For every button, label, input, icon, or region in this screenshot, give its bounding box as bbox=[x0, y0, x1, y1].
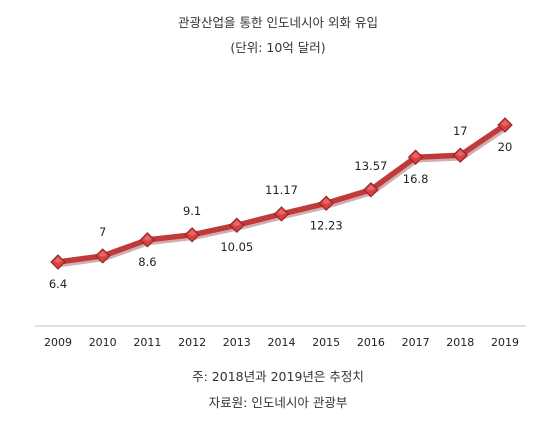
data-point-marker bbox=[229, 217, 245, 233]
x-tick-label: 2019 bbox=[491, 336, 519, 349]
data-point-highlight bbox=[456, 150, 465, 157]
data-label: 17 bbox=[453, 124, 468, 138]
x-tick-label: 2009 bbox=[44, 336, 72, 349]
data-point-highlight bbox=[98, 250, 107, 257]
estimate-note: 주: 2018년과 2019년은 추정치 bbox=[192, 369, 364, 384]
data-point-highlight bbox=[322, 198, 331, 205]
data-point-highlight bbox=[54, 257, 62, 263]
data-point-marker bbox=[452, 147, 469, 163]
data-point-marker bbox=[318, 195, 334, 211]
x-tick-label: 2014 bbox=[268, 336, 296, 349]
data-point-marker bbox=[497, 117, 513, 133]
data-label: 9.1 bbox=[183, 204, 201, 218]
data-point-highlight bbox=[277, 208, 286, 215]
data-point-highlight bbox=[501, 120, 509, 126]
data-label: 11.17 bbox=[265, 183, 298, 197]
data-point-highlight bbox=[232, 220, 241, 227]
data-label: 16.8 bbox=[403, 172, 429, 186]
data-point-marker bbox=[407, 149, 424, 165]
chart-title: 관광산업을 통한 인도네시아 외화 유입 bbox=[178, 15, 378, 30]
x-tick-label: 2011 bbox=[133, 336, 161, 349]
data-point-highlight bbox=[366, 184, 375, 191]
data-label: 12.23 bbox=[310, 218, 343, 232]
data-point-marker bbox=[363, 182, 379, 198]
data-point-marker bbox=[139, 232, 156, 248]
x-tick-label: 2016 bbox=[357, 336, 385, 349]
x-tick-label: 2013 bbox=[223, 336, 251, 349]
data-label: 7 bbox=[99, 225, 106, 239]
source-note: 자료원: 인도네시아 관광부 bbox=[208, 395, 348, 410]
data-label: 8.6 bbox=[138, 255, 156, 269]
data-label: 13.57 bbox=[354, 159, 387, 173]
x-tick-label: 2018 bbox=[446, 336, 474, 349]
data-point-highlight bbox=[411, 152, 420, 159]
data-label: 6.4 bbox=[49, 277, 67, 291]
data-label: 20 bbox=[498, 140, 513, 154]
x-tick-label: 2015 bbox=[312, 336, 340, 349]
data-point-marker bbox=[94, 248, 111, 264]
data-point-marker bbox=[50, 254, 66, 270]
data-label: 10.05 bbox=[220, 240, 253, 254]
chart-subtitle: (단위: 10억 달러) bbox=[230, 40, 326, 55]
data-point-highlight bbox=[188, 229, 197, 236]
x-tick-label: 2010 bbox=[89, 336, 117, 349]
data-point-marker bbox=[273, 206, 290, 222]
x-tick-label: 2012 bbox=[178, 336, 206, 349]
data-point-marker bbox=[184, 227, 200, 243]
data-point-highlight bbox=[143, 234, 152, 241]
x-tick-label: 2017 bbox=[402, 336, 430, 349]
